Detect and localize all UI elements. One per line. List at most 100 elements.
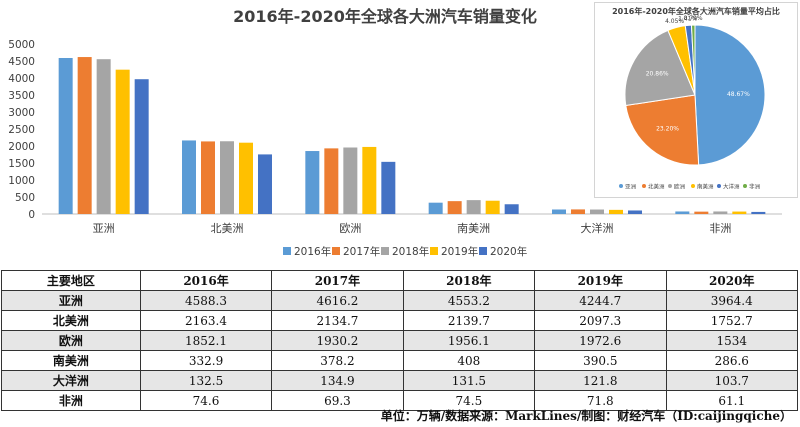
y-tick-label: 2000 bbox=[8, 141, 35, 153]
table-cell-value: 61.1 bbox=[665, 390, 798, 411]
pie-legend-label: 北美洲 bbox=[648, 183, 665, 191]
y-tick-label: 3000 bbox=[8, 107, 35, 119]
table-cell-value: 408 bbox=[402, 350, 536, 371]
legend-label: 2016年 bbox=[294, 245, 331, 258]
bar bbox=[628, 210, 642, 214]
table-header-year: 2019年 bbox=[534, 270, 667, 291]
bar bbox=[504, 204, 519, 214]
bar bbox=[239, 142, 253, 214]
y-tick-label: 4500 bbox=[8, 56, 35, 68]
table-cell-value: 1956.1 bbox=[402, 330, 536, 351]
x-tick-label: 大洋洲 bbox=[581, 221, 614, 235]
bar bbox=[694, 211, 709, 214]
pie-value-label: 0.79% bbox=[684, 15, 703, 22]
table-cell-region: 欧洲 bbox=[1, 330, 141, 351]
x-tick-label: 南美洲 bbox=[457, 222, 490, 235]
legend-swatch bbox=[332, 247, 340, 255]
x-tick-label: 非洲 bbox=[709, 222, 731, 235]
table-cell-value: 134.9 bbox=[271, 370, 404, 391]
chart-title: 2016年-2020年全球各大洲汽车销量变化 bbox=[233, 7, 537, 26]
legend-label: 2018年 bbox=[392, 245, 429, 258]
table-header-year: 2016年 bbox=[139, 270, 273, 291]
table-cell-value: 4616.2 bbox=[271, 290, 404, 311]
table-cell-value: 131.5 bbox=[402, 370, 536, 391]
pie-legend-label: 南美洲 bbox=[697, 183, 714, 191]
table-cell-region: 非洲 bbox=[1, 390, 141, 411]
y-tick-label: 1500 bbox=[8, 158, 35, 170]
bar bbox=[343, 147, 358, 214]
pie-legend-label: 非洲 bbox=[749, 183, 761, 191]
table-cell-value: 1534 bbox=[665, 330, 798, 351]
bar bbox=[732, 211, 747, 214]
table-cell-value: 103.7 bbox=[665, 370, 798, 391]
y-tick-label: 5000 bbox=[8, 39, 35, 51]
table-cell-value: 71.8 bbox=[534, 390, 667, 411]
table-cell-value: 74.6 bbox=[139, 390, 273, 411]
pie-legend-label: 欧洲 bbox=[674, 183, 686, 191]
pie-chart: 2016年-2020年全球各大洲汽车销量平均占比 48.67% 23.20% 20.8… bbox=[612, 6, 780, 191]
bar bbox=[324, 148, 339, 214]
bar bbox=[609, 209, 623, 214]
table-cell-value: 4588.3 bbox=[139, 290, 273, 311]
pie-chart-panel: 2016年-2020年全球各大洲汽车销量平均占比 48.67% 23.20% 20.8… bbox=[594, 2, 798, 198]
bar bbox=[305, 151, 320, 214]
table-row: 非洲 74.6 69.3 74.5 71.8 61.1 bbox=[1, 390, 798, 411]
bar bbox=[182, 140, 196, 214]
y-tick-label: 0 bbox=[28, 209, 35, 221]
table-cell-value: 332.9 bbox=[139, 350, 273, 371]
pie-title: 2016年-2020年全球各大洲汽车销量平均占比 bbox=[612, 6, 780, 16]
table-cell-value: 2139.7 bbox=[402, 310, 536, 331]
legend-label: 2019年 bbox=[441, 245, 478, 258]
bar bbox=[428, 202, 443, 214]
table-cell-value: 2097.3 bbox=[534, 310, 667, 331]
bar bbox=[220, 141, 234, 214]
table-row: 亚洲 4588.3 4616.2 4553.2 4244.7 3964.4 bbox=[1, 290, 798, 311]
pie-slice bbox=[690, 24, 696, 96]
table-cell-value: 1972.6 bbox=[534, 330, 667, 351]
bar bbox=[552, 209, 566, 214]
table-row: 欧洲 1852.1 1930.2 1956.1 1972.6 1534 bbox=[1, 330, 798, 351]
table-cell-region: 亚洲 bbox=[1, 290, 141, 311]
table-row: 大洋洲 132.5 134.9 131.5 121.8 103.7 bbox=[1, 370, 798, 391]
table-row: 北美洲 2163.4 2134.7 2139.7 2097.3 1752.7 bbox=[1, 310, 798, 331]
bar bbox=[751, 211, 766, 214]
table-cell-value: 1852.1 bbox=[139, 330, 273, 351]
bar bbox=[258, 154, 272, 214]
table-cell-region: 大洋洲 bbox=[1, 370, 141, 391]
table-cell-value: 390.5 bbox=[534, 350, 667, 371]
pie-value-label: 1.41% bbox=[678, 15, 697, 22]
table-cell-value: 4553.2 bbox=[402, 290, 536, 311]
bar bbox=[466, 200, 481, 214]
pie-legend-swatch bbox=[691, 184, 695, 188]
pie-value-label: 4.05% bbox=[665, 18, 684, 25]
pie-legend-swatch bbox=[743, 184, 747, 188]
table-cell-value: 2163.4 bbox=[139, 310, 273, 331]
table-cell-value: 132.5 bbox=[139, 370, 273, 391]
pie-legend-label: 亚洲 bbox=[625, 184, 637, 191]
y-tick-label: 500 bbox=[15, 192, 35, 204]
footer-note: 单位：万辆/数据来源：MarkLines/制图：财经汽车（ID:caijingq… bbox=[380, 409, 792, 423]
table-cell-value: 1752.7 bbox=[665, 310, 798, 331]
table-cell-value: 4244.7 bbox=[534, 290, 667, 311]
legend-swatch bbox=[283, 247, 291, 255]
bar bbox=[590, 209, 604, 214]
x-tick-label: 亚洲 bbox=[93, 222, 115, 235]
pie-slice bbox=[624, 29, 696, 107]
bar bbox=[571, 209, 585, 214]
bar bbox=[115, 69, 130, 214]
legend-swatch bbox=[381, 247, 389, 255]
y-tick-label: 3500 bbox=[8, 90, 35, 102]
legend-label: 2020年 bbox=[490, 245, 527, 258]
table-cell-region: 北美洲 bbox=[1, 310, 141, 331]
x-tick-label: 欧洲 bbox=[339, 222, 361, 235]
legend-label: 2017年 bbox=[343, 245, 380, 258]
pie-slice bbox=[694, 24, 766, 166]
table-header-row: 主要地区 2016年 2017年 2018年 2019年 2020年 bbox=[1, 270, 798, 291]
bar-chart: 2016年-2020年全球各大洲汽车销量变化 0 500 1000 1500 2000 25… bbox=[8, 7, 782, 258]
bar bbox=[58, 57, 73, 214]
bar bbox=[485, 200, 500, 214]
bar bbox=[447, 201, 462, 214]
pie-value-label: 20.86% bbox=[646, 71, 669, 78]
pie-legend-swatch bbox=[668, 184, 672, 188]
bar bbox=[201, 141, 215, 214]
